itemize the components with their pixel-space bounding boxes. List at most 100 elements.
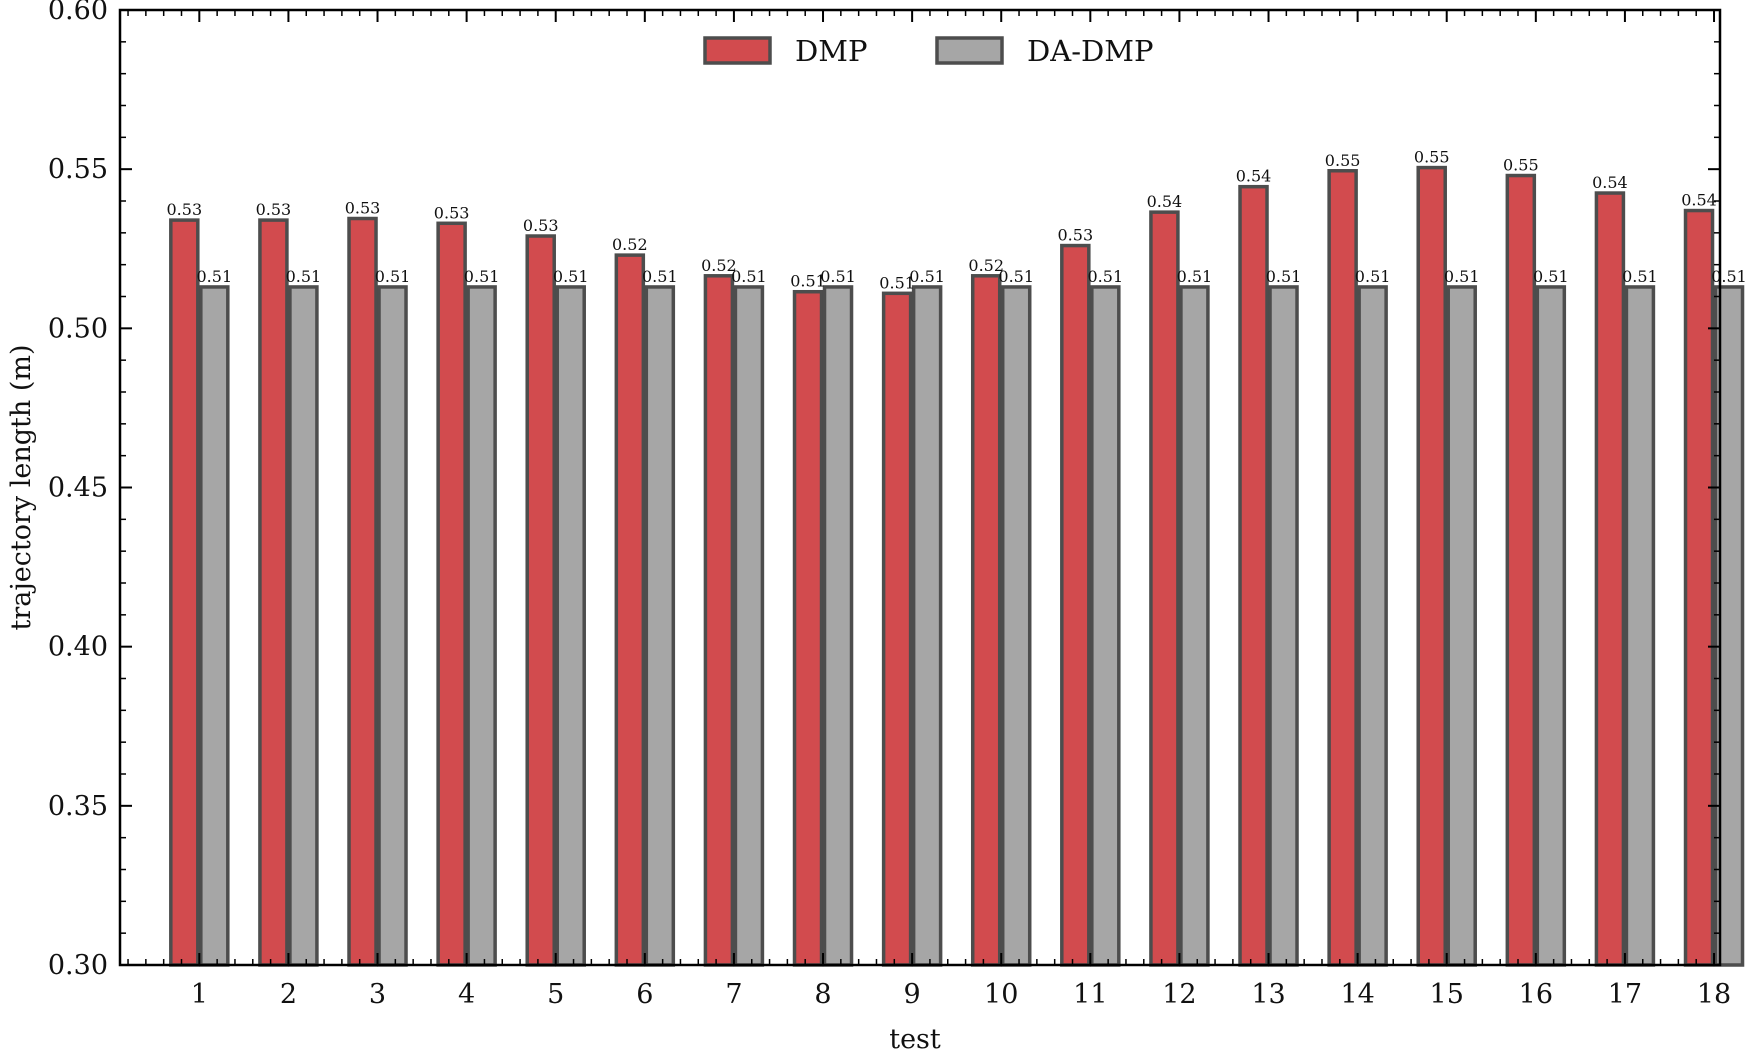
- bar-da-dmp-test-11: [1090, 285, 1121, 967]
- y-tick-label: 0.40: [48, 632, 108, 663]
- x-axis-label: test: [889, 1024, 941, 1049]
- data-label-da-dmp-test-16: 0.51: [1533, 267, 1569, 286]
- data-label-da-dmp-test-4: 0.51: [464, 267, 500, 286]
- data-label-da-dmp-test-9: 0.51: [909, 267, 945, 286]
- data-label-dmp-test-4: 0.53: [434, 203, 470, 222]
- bar-dmp-test-9: [881, 291, 913, 967]
- bar-dmp-test-13: [1238, 184, 1269, 967]
- data-label-dmp-test-18: 0.54: [1681, 191, 1717, 210]
- data-label-dmp-test-6: 0.52: [612, 235, 648, 254]
- bar-dmp-test-3: [347, 216, 378, 967]
- bar-da-dmp-test-15: [1446, 285, 1477, 967]
- tick-labels-layer: 0.300.350.400.450.500.550.601 2 3 4 5 6 7 8 9 10 1…: [48, 0, 1731, 1010]
- x-tick-label: 14: [1340, 979, 1374, 1010]
- data-label-dmp-test-11: 0.53: [1058, 226, 1094, 245]
- bar-dmp-test-4: [436, 221, 467, 967]
- data-label-da-dmp-test-3: 0.51: [375, 267, 411, 286]
- bar-da-dmp-test-3: [377, 285, 408, 967]
- y-tick-label: 0.55: [48, 154, 108, 185]
- bar-dmp-test-6: [614, 253, 646, 967]
- data-label-da-dmp-test-14: 0.51: [1355, 267, 1391, 286]
- bar-da-dmp-test-1: [199, 285, 230, 967]
- x-tick-label: 9: [904, 979, 921, 1010]
- x-tick-label: 11: [1073, 979, 1107, 1010]
- bar-dmp-test-12: [1149, 210, 1180, 967]
- x-tick-label: 6: [636, 979, 653, 1010]
- bar-dmp-test-18: [1683, 208, 1715, 967]
- bar-dmp-test-1: [169, 218, 200, 967]
- data-label-da-dmp-test-11: 0.51: [1088, 267, 1124, 286]
- legend-swatch-dmp: [703, 36, 772, 65]
- data-label-da-dmp-test-6: 0.51: [642, 267, 678, 286]
- x-tick-label: 17: [1608, 979, 1642, 1010]
- data-label-dmp-test-12: 0.54: [1147, 192, 1183, 211]
- x-tick-label: 4: [458, 979, 475, 1010]
- bar-dmp-test-15: [1416, 165, 1447, 967]
- legend-label-da-dmp: DA-DMP: [1027, 34, 1153, 68]
- bar-da-dmp-test-16: [1535, 285, 1567, 967]
- data-label-dmp-test-5: 0.53: [523, 216, 559, 235]
- bars-layer: [169, 165, 1745, 967]
- y-tick-label: 0.35: [48, 791, 108, 822]
- bar-da-dmp-test-6: [644, 285, 676, 967]
- data-label-da-dmp-test-12: 0.51: [1177, 267, 1213, 286]
- y-axis-label: trajectory length (m): [6, 345, 37, 631]
- data-label-da-dmp-test-17: 0.51: [1622, 267, 1658, 286]
- data-label-dmp-test-2: 0.53: [256, 200, 292, 219]
- legend-swatch-da-dmp: [935, 36, 1004, 65]
- data-label-dmp-test-14: 0.55: [1325, 151, 1361, 170]
- bar-dmp-test-14: [1327, 169, 1358, 967]
- bar-dmp-test-11: [1060, 243, 1091, 967]
- bar-dmp-test-17: [1594, 191, 1626, 967]
- bar-dmp-test-7: [703, 274, 735, 967]
- data-label-dmp-test-3: 0.53: [345, 199, 381, 218]
- data-label-da-dmp-test-18: 0.51: [1711, 267, 1747, 286]
- x-tick-label: 13: [1251, 979, 1285, 1010]
- data-labels-layer: 0.53 0.53 0.53 0.530.530.520.520.51 0.510.52…: [167, 148, 1747, 293]
- bar-da-dmp-test-5: [555, 285, 586, 967]
- bar-da-dmp-test-14: [1357, 285, 1388, 967]
- x-tick-label: 8: [814, 979, 831, 1010]
- bar-dmp-test-5: [525, 234, 556, 967]
- data-label-dmp-test-7: 0.52: [701, 256, 737, 275]
- data-label-da-dmp-test-7: 0.51: [731, 267, 767, 286]
- data-label-dmp-test-10: 0.52: [968, 256, 1004, 275]
- data-label-da-dmp-test-1: 0.51: [197, 267, 233, 286]
- y-tick-label: 0.30: [48, 950, 108, 981]
- bar-da-dmp-test-13: [1268, 285, 1299, 967]
- bar-dmp-test-16: [1505, 173, 1537, 967]
- data-label-dmp-test-17: 0.54: [1592, 173, 1628, 192]
- data-label-dmp-test-13: 0.54: [1236, 167, 1272, 186]
- data-label-dmp-test-1: 0.53: [167, 200, 203, 219]
- data-label-dmp-test-9: 0.51: [879, 273, 915, 292]
- data-label-da-dmp-test-5: 0.51: [553, 267, 589, 286]
- bar-da-dmp-test-17: [1624, 285, 1656, 967]
- bar-da-dmp-test-8: [822, 285, 854, 967]
- data-label-da-dmp-test-2: 0.51: [286, 267, 322, 286]
- data-label-da-dmp-test-10: 0.51: [998, 267, 1034, 286]
- x-tick-label: 18: [1697, 979, 1731, 1010]
- data-label-dmp-test-15: 0.55: [1414, 148, 1450, 167]
- bar-dmp-test-8: [792, 289, 824, 967]
- y-tick-label: 0.60: [48, 0, 108, 26]
- x-tick-label: 10: [984, 979, 1018, 1010]
- data-label-da-dmp-test-15: 0.51: [1444, 267, 1480, 286]
- x-tick-label: 12: [1162, 979, 1196, 1010]
- bar-da-dmp-test-9: [911, 285, 943, 967]
- x-tick-label: 16: [1519, 979, 1553, 1010]
- data-label-da-dmp-test-8: 0.51: [820, 267, 856, 286]
- legend-label-dmp: DMP: [795, 34, 867, 68]
- data-label-dmp-test-8: 0.51: [790, 272, 826, 291]
- bar-dmp-test-2: [258, 218, 289, 967]
- y-tick-label: 0.50: [48, 313, 108, 344]
- bar-da-dmp-test-10: [1000, 285, 1032, 967]
- bar-da-dmp-test-12: [1179, 285, 1210, 967]
- bar-dmp-test-10: [970, 274, 1002, 967]
- data-label-dmp-test-16: 0.55: [1503, 156, 1539, 175]
- bar-da-dmp-test-7: [733, 285, 765, 967]
- bar-da-dmp-test-2: [288, 285, 319, 967]
- x-tick-label: 7: [725, 979, 742, 1010]
- y-tick-label: 0.45: [48, 473, 108, 504]
- x-tick-label: 5: [547, 979, 564, 1010]
